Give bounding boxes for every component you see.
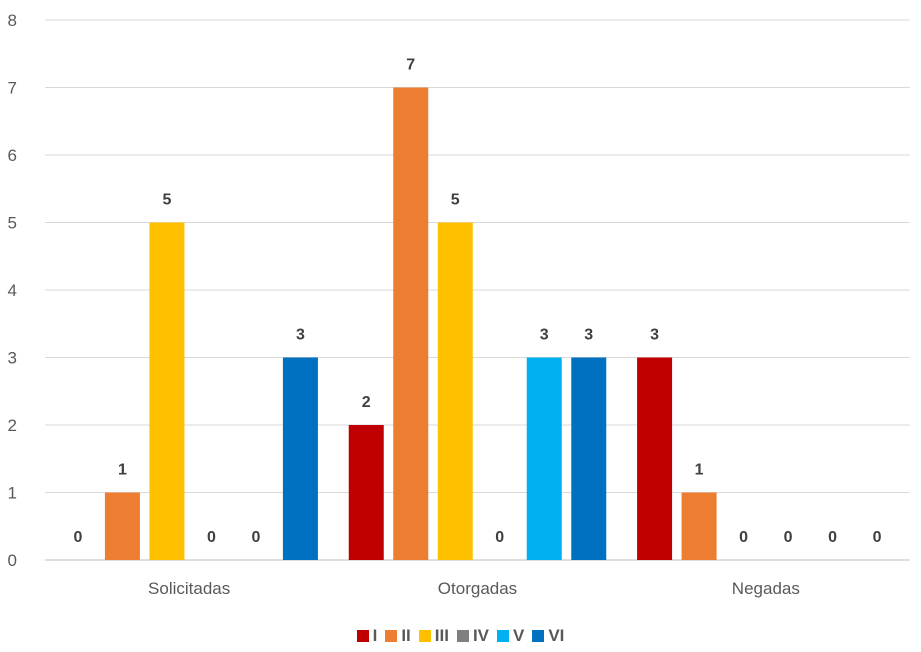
bar [637, 357, 673, 560]
y-tick-label: 6 [8, 146, 17, 165]
legend-item: IV [456, 626, 489, 646]
legend-swatch [497, 630, 509, 642]
legend-label: IV [472, 626, 489, 645]
data-label: 0 [207, 529, 216, 546]
y-tick-label: 3 [8, 349, 17, 368]
bar [393, 87, 429, 560]
data-label: 1 [118, 462, 127, 479]
legend-swatch [385, 630, 398, 642]
bar [348, 425, 384, 560]
data-label: 3 [296, 327, 305, 344]
legend-swatch [418, 630, 431, 642]
legend-item: II [385, 626, 411, 646]
legend-label: II [401, 626, 411, 645]
legend-item: VI [532, 626, 564, 646]
data-label: 7 [406, 57, 415, 74]
data-label: 0 [828, 529, 837, 546]
data-label: 0 [784, 529, 793, 546]
legend-label: VI [548, 626, 565, 645]
y-tick-label: 2 [8, 416, 17, 435]
bar [149, 222, 185, 560]
legend: I II III IV V VI [0, 626, 921, 646]
bar [104, 492, 140, 560]
legend-swatch [456, 630, 469, 642]
y-tick-label: 0 [8, 551, 17, 570]
data-label: 3 [650, 327, 659, 344]
legend-label: III [434, 626, 449, 645]
bar [681, 492, 717, 560]
data-label: 5 [451, 192, 460, 209]
y-tick-label: 1 [8, 484, 17, 503]
legend-label: V [513, 626, 525, 645]
y-tick-label: 4 [8, 281, 17, 300]
y-tick-label: 8 [8, 11, 17, 30]
legend-swatch [356, 630, 369, 642]
y-tick-label: 7 [8, 79, 17, 98]
gridlines [45, 19, 910, 561]
legend-item: I [356, 626, 378, 646]
legend-swatch [532, 630, 545, 642]
data-label: 0 [739, 529, 748, 546]
y-tick-label: 5 [8, 214, 17, 233]
bar [571, 357, 607, 560]
y-axis: 0 1 2 3 4 5 6 7 8 [8, 11, 17, 570]
x-axis: Solicitadas Otorgadas Negadas [148, 579, 800, 598]
bar [437, 222, 473, 560]
data-labels: 0 1 5 0 0 3 2 7 5 0 3 3 3 1 0 0 0 0 [73, 57, 881, 547]
x-category-label: Negadas [732, 579, 800, 598]
data-label: 5 [162, 192, 171, 209]
data-label: 2 [362, 394, 371, 411]
data-label: 0 [495, 529, 504, 546]
legend-label: I [372, 626, 378, 645]
bar [282, 357, 318, 560]
data-label: 3 [584, 327, 593, 344]
legend-item: V [497, 626, 524, 646]
bars [104, 87, 717, 560]
legend-item: III [418, 626, 449, 646]
x-category-label: Solicitadas [148, 579, 230, 598]
data-label: 3 [540, 327, 549, 344]
data-label: 0 [251, 529, 260, 546]
data-label: 0 [873, 529, 882, 546]
x-category-label: Otorgadas [438, 579, 517, 598]
bar [526, 357, 562, 560]
data-label: 0 [73, 529, 82, 546]
data-label: 1 [695, 462, 704, 479]
